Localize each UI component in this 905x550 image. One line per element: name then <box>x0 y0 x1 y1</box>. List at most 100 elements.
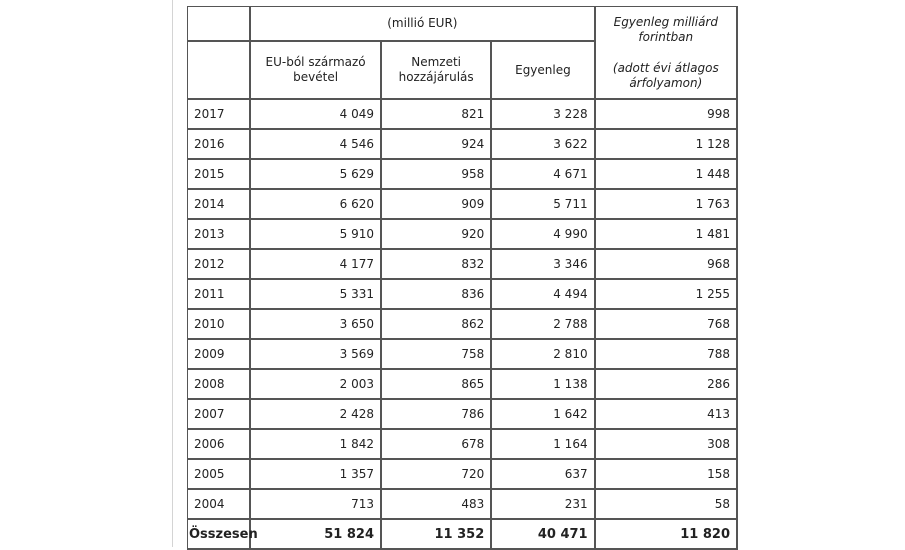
year-cell: 2012 <box>188 250 252 280</box>
eu-income-cell: 3 569 <box>251 340 383 370</box>
national-contribution-cell: 958 <box>382 160 493 190</box>
national-contribution-cell: 758 <box>382 340 493 370</box>
eu-budget-balance-table: (millió EUR) Egyenleg milliárd forintban… <box>187 6 738 550</box>
balance-cell: 4 494 <box>492 280 596 310</box>
total-label: Összesen <box>188 520 258 550</box>
national-contribution-cell: 832 <box>382 250 493 280</box>
col-header-eu-income: EU-ból származó bevétel <box>251 42 383 100</box>
balance-cell: 1 164 <box>492 430 596 460</box>
table-row: 2012 4 177 832 3 346 968 <box>188 250 738 280</box>
eu-income-cell: 1 357 <box>251 460 383 490</box>
table-row: 2007 2 428 786 1 642 413 <box>188 400 738 430</box>
total-balance: 40 471 <box>492 520 596 550</box>
header-row-columns: EU-ból származó bevétel Nemzeti hozzájár… <box>188 42 738 100</box>
table-row: 2008 2 003 865 1 138 286 <box>188 370 738 400</box>
balance-cell: 3 228 <box>492 100 596 130</box>
year-cell: 2005 <box>188 460 252 490</box>
eu-income-cell: 3 650 <box>251 310 383 340</box>
header-row-units: (millió EUR) Egyenleg milliárd forintban… <box>188 7 738 100</box>
year-cell: 2013 <box>188 220 252 250</box>
total-row: Összesen 51 824 11 352 40 471 11 820 <box>188 520 738 550</box>
table-row: 2004 713 483 231 58 <box>188 490 738 520</box>
table-row: 2014 6 620 909 5 711 1 763 <box>188 190 738 220</box>
year-cell: 2006 <box>188 430 252 460</box>
eu-income-cell: 5 331 <box>251 280 383 310</box>
unit-label: (millió EUR) <box>251 7 596 42</box>
balance-cell: 4 671 <box>492 160 596 190</box>
eu-income-cell: 5 910 <box>251 220 383 250</box>
huf-balance-cell: 1 763 <box>595 190 738 220</box>
year-cell: 2016 <box>188 130 252 160</box>
balance-cell: 4 990 <box>492 220 596 250</box>
eu-income-cell: 713 <box>251 490 383 520</box>
total-huf-balance: 11 820 <box>595 520 738 550</box>
table-row: 2016 4 546 924 3 622 1 128 <box>188 130 738 160</box>
huf-balance-cell: 1 255 <box>595 280 738 310</box>
year-cell: 2008 <box>188 370 252 400</box>
year-cell: 2011 <box>188 280 252 310</box>
table-row: 2015 5 629 958 4 671 1 448 <box>188 160 738 190</box>
national-contribution-cell: 836 <box>382 280 493 310</box>
year-cell: 2010 <box>188 310 252 340</box>
huf-balance-header: Egyenleg milliárd forintban (adott évi á… <box>595 7 738 100</box>
national-contribution-cell: 678 <box>382 430 493 460</box>
col-header-balance: Egyenleg <box>492 42 596 100</box>
national-contribution-cell: 821 <box>382 100 493 130</box>
balance-cell: 2 810 <box>492 340 596 370</box>
balance-cell: 1 642 <box>492 400 596 430</box>
table-row: 2010 3 650 862 2 788 768 <box>188 310 738 340</box>
eu-income-cell: 5 629 <box>251 160 383 190</box>
huf-balance-cell: 1 448 <box>595 160 738 190</box>
national-contribution-cell: 924 <box>382 130 493 160</box>
balance-cell: 2 788 <box>492 310 596 340</box>
eu-income-cell: 2 003 <box>251 370 383 400</box>
year-cell: 2009 <box>188 340 252 370</box>
huf-balance-cell: 998 <box>595 100 738 130</box>
national-contribution-cell: 483 <box>382 490 493 520</box>
balance-cell: 637 <box>492 460 596 490</box>
eu-income-cell: 6 620 <box>251 190 383 220</box>
balance-cell: 1 138 <box>492 370 596 400</box>
national-contribution-cell: 865 <box>382 370 493 400</box>
table-row: 2009 3 569 758 2 810 788 <box>188 340 738 370</box>
huf-balance-cell: 158 <box>595 460 738 490</box>
national-contribution-cell: 920 <box>382 220 493 250</box>
year-cell: 2017 <box>188 100 252 130</box>
huf-balance-cell: 788 <box>595 340 738 370</box>
header-empty-cell <box>188 7 252 42</box>
national-contribution-cell: 720 <box>382 460 493 490</box>
balance-cell: 3 622 <box>492 130 596 160</box>
eu-income-cell: 1 842 <box>251 430 383 460</box>
balance-cell: 3 346 <box>492 250 596 280</box>
huf-balance-cell: 1 481 <box>595 220 738 250</box>
year-cell: 2015 <box>188 160 252 190</box>
huf-balance-note: (adott évi átlagos árfolyamon) <box>612 60 719 90</box>
year-cell: 2004 <box>188 490 252 520</box>
huf-balance-cell: 58 <box>595 490 738 520</box>
table-row: 2013 5 910 920 4 990 1 481 <box>188 220 738 250</box>
col-header-national-contribution: Nemzeti hozzájárulás <box>382 42 493 100</box>
eu-income-cell: 4 177 <box>251 250 383 280</box>
table-row: 2005 1 357 720 637 158 <box>188 460 738 490</box>
year-cell: 2014 <box>188 190 252 220</box>
huf-balance-cell: 413 <box>595 400 738 430</box>
year-cell: 2007 <box>188 400 252 430</box>
eu-income-cell: 2 428 <box>251 400 383 430</box>
national-contribution-cell: 862 <box>382 310 493 340</box>
huf-balance-title: Egyenleg milliárd forintban <box>613 14 718 44</box>
national-contribution-cell: 909 <box>382 190 493 220</box>
huf-balance-cell: 286 <box>595 370 738 400</box>
huf-balance-cell: 968 <box>595 250 738 280</box>
balance-cell: 231 <box>492 490 596 520</box>
eu-income-cell: 4 049 <box>251 100 383 130</box>
total-eu-income: 51 824 <box>251 520 383 550</box>
content-left-border <box>172 0 173 547</box>
total-national-contribution: 11 352 <box>382 520 493 550</box>
balance-cell: 5 711 <box>492 190 596 220</box>
header-empty-cell <box>188 42 252 100</box>
national-contribution-cell: 786 <box>382 400 493 430</box>
huf-balance-cell: 308 <box>595 430 738 460</box>
eu-income-cell: 4 546 <box>251 130 383 160</box>
huf-balance-cell: 768 <box>595 310 738 340</box>
table-row: 2011 5 331 836 4 494 1 255 <box>188 280 738 310</box>
